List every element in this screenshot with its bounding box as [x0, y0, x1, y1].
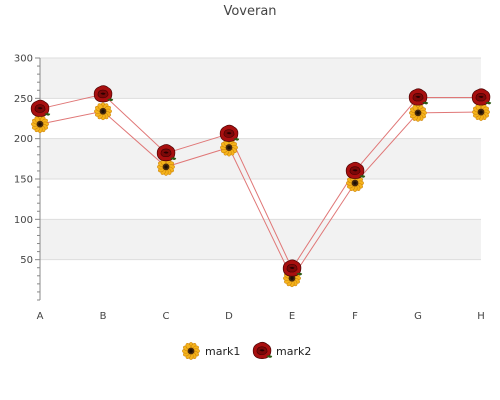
rose-icon: [156, 144, 177, 162]
x-tick-label: C: [163, 311, 170, 322]
data-point-mark1: [31, 115, 49, 134]
rose-icon: [93, 85, 114, 103]
data-point-mark1: [94, 102, 112, 121]
data-point-mark2: [408, 88, 429, 106]
x-tick-label: H: [477, 311, 485, 322]
rose-icon: [252, 341, 273, 359]
data-point-mark1: [409, 103, 427, 122]
series-lines: [39, 93, 482, 280]
sunflower-icon: [182, 342, 200, 360]
sunflower-icon: [220, 138, 238, 157]
grid-band: [40, 138, 481, 179]
y-tick-label: 200: [14, 134, 33, 145]
rose-icon: [345, 161, 366, 179]
data-point-mark2: [156, 144, 177, 162]
rose-icon: [471, 88, 492, 106]
series-line-mark1: [39, 110, 482, 280]
x-tick-label: D: [225, 311, 233, 322]
sunflower-icon: [94, 102, 112, 121]
x-tick-label: A: [37, 311, 44, 322]
legend-item-mark2: mark2: [252, 341, 311, 359]
sunflower-icon: [31, 115, 49, 134]
grid-band: [40, 219, 481, 260]
rose-icon: [282, 259, 303, 277]
data-point-mark2: [30, 99, 51, 117]
series-line-mark2: [39, 93, 481, 270]
data-point-mark1: [472, 103, 490, 121]
data-point-mark2: [282, 259, 303, 277]
x-tick-label: G: [414, 311, 422, 322]
data-point-mark2: [93, 85, 114, 103]
chart-title: Voveran: [223, 4, 276, 19]
grid-band: [40, 58, 481, 99]
rose-icon: [30, 99, 51, 117]
sunflower-icon: [409, 103, 427, 122]
x-tick-label: B: [100, 311, 107, 322]
sunflower-icon: [472, 103, 490, 121]
legend-label: mark2: [276, 345, 311, 358]
legend-label: mark1: [205, 345, 240, 358]
y-tick-label: 100: [14, 215, 33, 226]
series-markers: [30, 85, 492, 288]
data-point-mark2: [471, 88, 492, 106]
data-point-mark2: [345, 161, 366, 179]
data-point-mark1: [220, 138, 238, 157]
data-point-mark2: [219, 124, 240, 142]
legend-item-mark1: mark1: [182, 342, 240, 360]
y-tick-label: 250: [14, 94, 33, 105]
x-tick-label: E: [289, 311, 295, 322]
y-tick-label: 50: [20, 255, 33, 266]
grid: [40, 57, 481, 261]
rose-icon: [219, 124, 240, 142]
rose-icon: [408, 88, 429, 106]
y-tick-label: 150: [14, 175, 33, 186]
axes: 50 100 150 200 250 300 A B C D E F G H: [14, 54, 485, 323]
y-tick-label: 300: [14, 54, 33, 65]
x-tick-label: F: [352, 311, 358, 322]
legend: mark1 mark2: [182, 341, 311, 360]
